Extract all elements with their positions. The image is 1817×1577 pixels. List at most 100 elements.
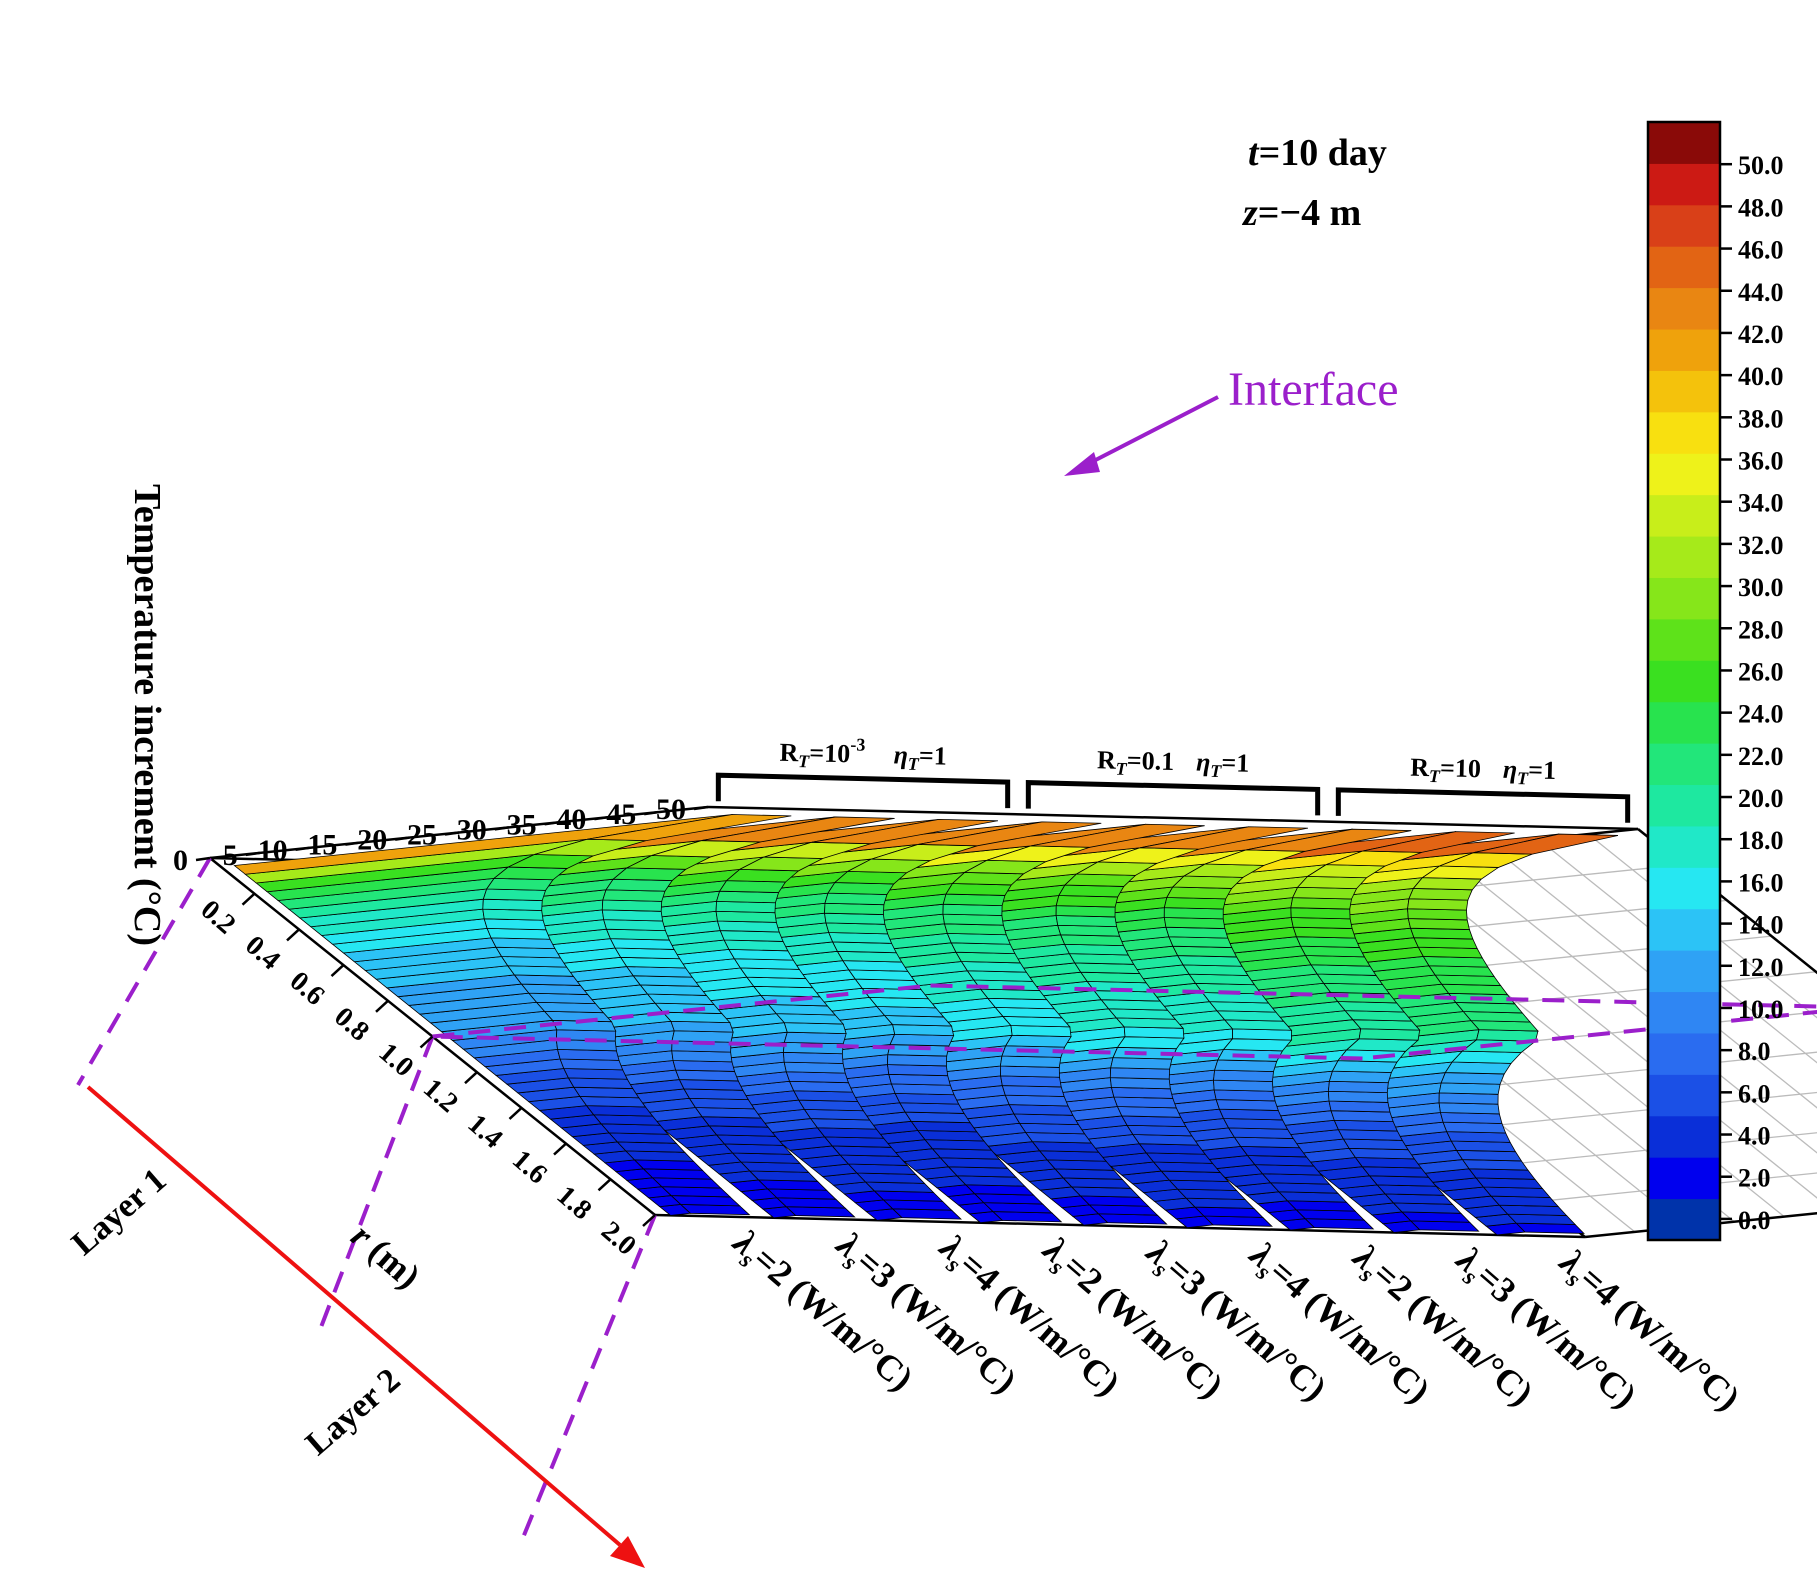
rt-sub: T [798, 751, 810, 771]
wall-top [1337, 1049, 1407, 1063]
colorbar-tick-label: 26.0 [1738, 657, 1784, 686]
time-annotation: t=10 day [1248, 132, 1387, 174]
colorbar-tick-label: 36.0 [1738, 447, 1784, 476]
group-label: RT=10-3 ηT=1 [779, 733, 947, 775]
wall-top [1001, 1085, 1065, 1097]
colorbar-tick-label: 24.0 [1738, 700, 1784, 729]
wall-top [1408, 888, 1473, 901]
rt-sup-end [865, 740, 872, 769]
lambda-label: λs=2 (W/m/°C) [721, 1221, 921, 1403]
colorbar-tick-label: 14.0 [1738, 911, 1784, 940]
colorbar-tick-label: 32.0 [1738, 531, 1784, 560]
colorbar-cell [1648, 701, 1720, 744]
colorbar-tick-label: 44.0 [1738, 278, 1784, 307]
wall-top [605, 878, 673, 892]
wall-top [715, 890, 780, 904]
colorbar-cell [1648, 163, 1720, 206]
depth-var: z [1241, 192, 1258, 234]
wall-top [1222, 1038, 1293, 1052]
wall-top [482, 908, 544, 921]
colorbar-tick-label: 4.0 [1738, 1122, 1771, 1151]
r-tick-label: 1.6 [506, 1144, 553, 1190]
wall-top [1123, 1026, 1185, 1039]
eta-value: =1 [1528, 755, 1557, 785]
z-tick [295, 846, 310, 852]
wall-top [715, 910, 777, 923]
wall-top [1063, 873, 1137, 887]
series-wall [233, 814, 792, 1216]
interface-line [432, 1034, 1363, 1061]
wall-top [1004, 1034, 1072, 1048]
z-tick [693, 805, 709, 811]
frame-edge [654, 1213, 1586, 1239]
colorbar-cell [1648, 453, 1720, 496]
r-tick [553, 1142, 567, 1156]
z-tick-label: 0 [173, 844, 188, 877]
wall-top [945, 883, 1013, 896]
wall-top [603, 919, 666, 932]
eta-symbol: η [1503, 755, 1518, 784]
eta-sub: T [908, 754, 920, 774]
colorbar-tick-label: 50.0 [1738, 151, 1784, 180]
colorbar-cell [1648, 867, 1720, 910]
wall-top [782, 1051, 844, 1064]
wall-top [1345, 1038, 1420, 1052]
eta-value: =1 [1221, 748, 1250, 778]
wall-top [1358, 1028, 1421, 1041]
z-tick [195, 856, 211, 862]
r-tick-label: 1.2 [417, 1073, 464, 1119]
colorbar-cell [1648, 743, 1720, 786]
grid-line-y [1537, 838, 1817, 1064]
wall-top [811, 818, 999, 845]
rt-value: =10 [1440, 753, 1482, 783]
interface-line [76, 856, 212, 1087]
wall-top [1438, 1082, 1501, 1095]
colorbar-cell [1648, 1032, 1720, 1075]
wall-top [1328, 1070, 1392, 1084]
colorbar-cell [1648, 908, 1720, 951]
colorbar-cell [1648, 411, 1720, 454]
series-walls [233, 814, 1619, 1236]
wall-top [889, 1033, 955, 1047]
wall-top [601, 909, 664, 922]
wall-top [827, 882, 895, 895]
wall-top [942, 893, 1006, 907]
layer-arrow [86, 1085, 645, 1568]
interface-line [316, 1035, 435, 1336]
r-tick-label: 1.0 [373, 1037, 420, 1083]
wall-top [1444, 1061, 1512, 1075]
wall-top [783, 1061, 846, 1074]
z-tick [494, 826, 509, 831]
wall-top [892, 1024, 955, 1037]
wall-top [1331, 1060, 1398, 1073]
colorbar-cell [1648, 287, 1720, 330]
wall-top [1328, 1100, 1391, 1113]
colorbar-cell [1648, 825, 1720, 868]
interface-line [432, 983, 931, 1039]
wall-top [1438, 1102, 1500, 1115]
wall-top [887, 1054, 948, 1067]
wall-top [1109, 1077, 1171, 1090]
wall-top [1440, 1072, 1505, 1085]
wall-top [1438, 1092, 1499, 1105]
wall-top [1171, 875, 1244, 889]
colorbar-cell [1648, 204, 1720, 247]
z-tick [345, 841, 360, 846]
wall-top [701, 816, 895, 843]
wall-top [1213, 1079, 1274, 1092]
layer2-label: Layer 2 [299, 1361, 408, 1462]
wall-top [1213, 1069, 1274, 1082]
wall-top [482, 888, 547, 901]
z-tick-label: 35 [507, 808, 537, 841]
wall-top [1214, 1059, 1278, 1072]
wall-top [557, 1048, 620, 1061]
r-tick-label: 0.4 [239, 930, 286, 976]
wall-top [918, 821, 1102, 847]
wall-top [1055, 915, 1118, 928]
wall-top [587, 814, 792, 842]
group-bracket [1025, 780, 1321, 816]
colorbar-tick-label: 10.0 [1738, 995, 1784, 1024]
interface-line [1362, 1009, 1817, 1061]
wall-top [671, 1030, 734, 1043]
interface-arrow [1064, 395, 1219, 476]
